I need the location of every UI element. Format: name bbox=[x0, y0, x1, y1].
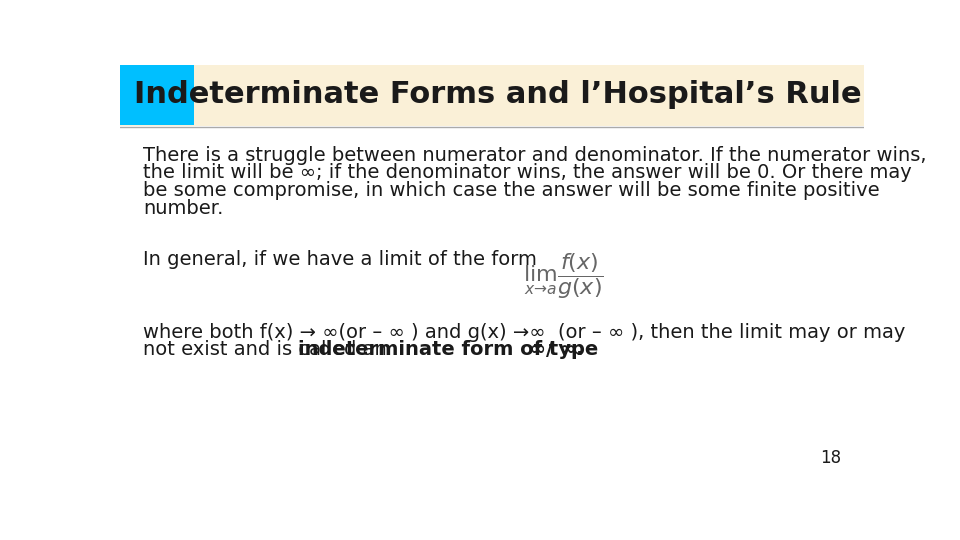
Text: not exist and is called an: not exist and is called an bbox=[143, 340, 394, 360]
Text: number.: number. bbox=[143, 199, 224, 218]
Text: 18: 18 bbox=[820, 449, 841, 467]
Text: indeterminate form of type: indeterminate form of type bbox=[299, 340, 598, 360]
Text: Indeterminate Forms and l’Hospital’s Rule: Indeterminate Forms and l’Hospital’s Rul… bbox=[134, 80, 861, 109]
Text: where both f(x) → ∞(or – ∞ ) and g(x) →∞  (or – ∞ ), then the limit may or may: where both f(x) → ∞(or – ∞ ) and g(x) →∞… bbox=[143, 323, 905, 342]
Text: There is a struggle between numerator and denominator. If the numerator wins,: There is a struggle between numerator an… bbox=[143, 146, 926, 165]
Text: ∞/ ∞.: ∞/ ∞. bbox=[523, 340, 584, 360]
Text: the limit will be ∞; if the denominator wins, the answer will be 0. Or there may: the limit will be ∞; if the denominator … bbox=[143, 164, 912, 183]
Text: $\lim_{x \to a} \dfrac{f(x)}{g(x)}$: $\lim_{x \to a} \dfrac{f(x)}{g(x)}$ bbox=[523, 251, 604, 301]
FancyBboxPatch shape bbox=[120, 65, 864, 126]
Text: In general, if we have a limit of the form: In general, if we have a limit of the fo… bbox=[143, 249, 538, 268]
FancyBboxPatch shape bbox=[120, 65, 194, 125]
Text: be some compromise, in which case the answer will be some finite positive: be some compromise, in which case the an… bbox=[143, 181, 880, 200]
